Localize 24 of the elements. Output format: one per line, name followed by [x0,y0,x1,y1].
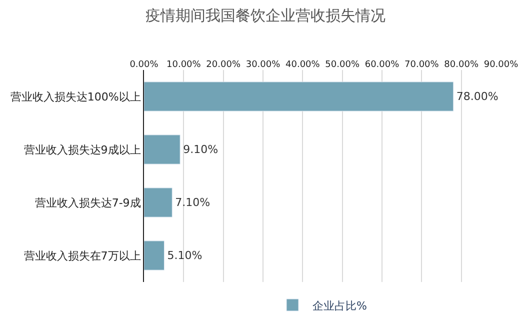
x-tick-label: 10.00% [166,60,202,70]
x-tick-label: 70.00% [404,60,440,70]
x-tick-label: 20.00% [206,60,241,70]
bar [144,82,454,112]
x-tick-label: 50.00% [325,60,360,70]
bar [144,240,164,270]
x-tick-label: 30.00% [246,60,281,70]
x-tick-label: 0.00% [130,60,159,70]
x-tick-label: 80.00% [444,60,479,70]
y-tick-label: 营业收入损失达9成以上 [24,143,141,156]
bar [144,188,172,218]
y-tick-label: 营业收入损失在7万以上 [24,249,141,262]
data-label: 9.10% [183,143,218,156]
data-label: 5.10% [167,249,202,262]
chart-title: 疫情期间我国餐饮企业营收损失情况 [146,6,386,24]
data-label: 78.00% [456,90,498,104]
x-tick-label: 60.00% [364,60,400,70]
y-tick-label: 营业收入损失达7-9成 [34,196,141,210]
x-tick-label: 90.00% [484,60,519,70]
bar [144,134,180,164]
y-tick-label: 营业收入损失达100%以上 [10,90,141,104]
data-label: 7.10% [175,196,210,210]
x-tick-label: 40.00% [286,60,320,70]
legend-label: 企业占比% [312,299,367,312]
